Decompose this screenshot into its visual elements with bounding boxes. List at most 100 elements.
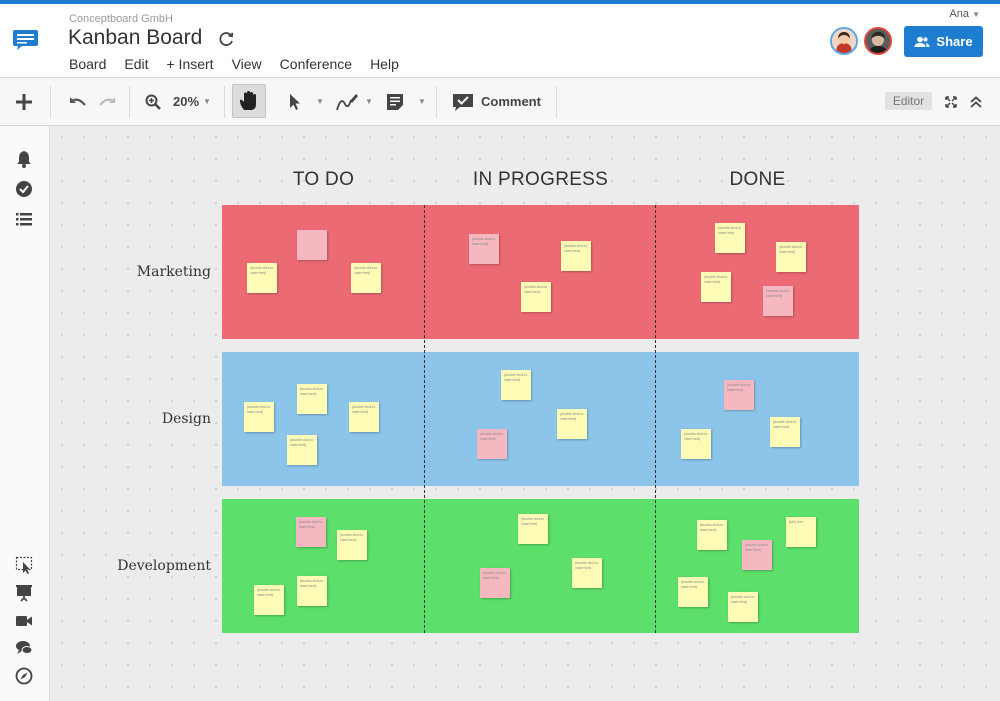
- plus-icon: [16, 93, 32, 110]
- board-title[interactable]: Kanban Board: [68, 26, 203, 49]
- sticky-note[interactable]: (double click to insert text): [572, 558, 602, 588]
- toolbar-divider: [224, 86, 225, 118]
- bell-icon[interactable]: [15, 150, 33, 168]
- fullscreen-button[interactable]: [945, 78, 957, 125]
- user-menu[interactable]: Ana ▼: [949, 8, 980, 20]
- comment-button[interactable]: Comment: [452, 78, 541, 125]
- sticky-note-tool[interactable]: ▼: [386, 78, 426, 125]
- menu-help[interactable]: Help: [370, 56, 399, 72]
- sticky-note[interactable]: (double click to insert text): [742, 540, 772, 570]
- hand-icon: [240, 91, 256, 110]
- menu-insert[interactable]: + Insert: [166, 56, 214, 72]
- avatar[interactable]: [830, 27, 858, 55]
- swimlane-marketing: [222, 205, 859, 339]
- sticky-note[interactable]: (double click to insert text): [297, 384, 327, 414]
- sticky-note[interactable]: (double click to insert text): [337, 530, 367, 560]
- check-circle-icon[interactable]: [15, 180, 33, 198]
- comment-label: Comment: [481, 94, 541, 109]
- sticky-note[interactable]: (double click to insert text): [521, 282, 551, 312]
- menu-board[interactable]: Board: [69, 56, 107, 72]
- share-button[interactable]: Share: [904, 26, 983, 57]
- users-icon: [914, 36, 930, 47]
- sticky-note[interactable]: (double click to insert text): [480, 568, 510, 598]
- swimlane-design: [222, 352, 859, 486]
- sticky-note[interactable]: (double click to insert text): [697, 520, 727, 550]
- row-label-development: Development: [117, 558, 211, 574]
- user-name: Ana: [949, 8, 970, 20]
- top-accent-bar: [0, 0, 1000, 4]
- sticky-note[interactable]: (double click to insert text): [770, 417, 800, 447]
- sync-icon[interactable]: [217, 30, 235, 48]
- share-button-label: Share: [936, 34, 973, 49]
- toolbar-divider: [129, 86, 130, 118]
- chevron-down-icon: ▼: [418, 97, 426, 106]
- sticky-note[interactable]: [297, 230, 327, 260]
- compass-icon[interactable]: [15, 667, 33, 685]
- sticky-note[interactable]: (double click to insert text): [254, 585, 284, 615]
- main-menu: Board Edit + Insert View Conference Help: [69, 56, 417, 72]
- toolbar-divider: [50, 86, 51, 118]
- collapse-toolbar-button[interactable]: [970, 78, 982, 125]
- chevron-down-icon: ▼: [203, 97, 211, 106]
- cursor-arrow-icon: [290, 93, 300, 110]
- sticky-note[interactable]: (double click to insert text): [701, 272, 731, 302]
- sticky-note[interactable]: (double click to insert text): [715, 223, 745, 253]
- sticky-note[interactable]: (sth) text: [786, 517, 816, 547]
- sticky-note[interactable]: (double click to insert text): [287, 435, 317, 465]
- column-divider: [655, 205, 656, 633]
- sticky-note[interactable]: (double click to insert text): [244, 402, 274, 432]
- sticky-note[interactable]: (double click to insert text): [477, 429, 507, 459]
- avatar[interactable]: [864, 27, 892, 55]
- sticky-note[interactable]: (double click to insert text): [728, 592, 758, 622]
- note-icon: [387, 93, 403, 110]
- presentation-icon[interactable]: [15, 584, 33, 602]
- user-avatar-icon: [866, 29, 890, 53]
- list-icon[interactable]: [15, 210, 33, 228]
- sticky-note[interactable]: (double click to insert text): [776, 242, 806, 272]
- pan-tool-button[interactable]: [232, 84, 266, 118]
- zoom-control[interactable]: 20% ▼: [145, 78, 211, 125]
- sticky-note[interactable]: (double click to insert text): [247, 263, 277, 293]
- chat-icon[interactable]: [15, 639, 33, 657]
- select-tool[interactable]: ▼: [288, 78, 324, 125]
- sticky-note[interactable]: (double click to insert text): [469, 234, 499, 264]
- chevron-down-icon: ▼: [972, 10, 980, 19]
- zoom-level: 20%: [173, 94, 200, 109]
- selection-area-icon[interactable]: [15, 556, 33, 574]
- redo-icon: [99, 96, 115, 106]
- user-avatar-icon: [832, 29, 856, 53]
- sticky-note[interactable]: (double click to insert text): [678, 577, 708, 607]
- app-header: Conceptboard GmbH Kanban Board Board Edi…: [0, 4, 1000, 78]
- column-header-done: DONE: [729, 169, 786, 190]
- sticky-note[interactable]: (double click to insert text): [518, 514, 548, 544]
- add-button[interactable]: [16, 78, 32, 125]
- sticky-note[interactable]: (double click to insert text): [557, 409, 587, 439]
- conceptboard-logo-icon[interactable]: [12, 29, 39, 51]
- menu-edit[interactable]: Edit: [124, 56, 149, 72]
- sticky-note[interactable]: (double click to insert text): [297, 576, 327, 606]
- zoom-in-icon: [145, 94, 161, 110]
- sticky-note[interactable]: (double click to insert text): [763, 286, 793, 316]
- sticky-note[interactable]: (double click to insert text): [296, 517, 326, 547]
- column-header-in-progress: IN PROGRESS: [472, 169, 609, 190]
- sticky-note[interactable]: (double click to insert text): [561, 241, 591, 271]
- sticky-note[interactable]: (double click to insert text): [681, 429, 711, 459]
- menu-conference[interactable]: Conference: [279, 56, 353, 72]
- toolbar-divider: [436, 86, 437, 118]
- sticky-note[interactable]: (double click to insert text): [349, 402, 379, 432]
- toolbar-divider: [556, 86, 557, 118]
- redo-button[interactable]: [98, 78, 116, 125]
- pen-icon: [336, 93, 358, 110]
- column-header-todo: TO DO: [292, 169, 355, 190]
- undo-button[interactable]: [69, 78, 87, 125]
- menu-view[interactable]: View: [231, 56, 262, 72]
- mode-badge: Editor: [885, 92, 932, 110]
- sticky-note[interactable]: (double click to insert text): [351, 263, 381, 293]
- chevron-double-up-icon: [970, 95, 982, 108]
- video-camera-icon[interactable]: [15, 612, 33, 630]
- row-label-design: Design: [161, 411, 211, 427]
- sticky-note[interactable]: (double click to insert text): [724, 380, 754, 410]
- row-label-marketing: Marketing: [136, 264, 211, 280]
- sticky-note[interactable]: (double click to insert text): [501, 370, 531, 400]
- pen-tool[interactable]: ▼: [335, 78, 373, 125]
